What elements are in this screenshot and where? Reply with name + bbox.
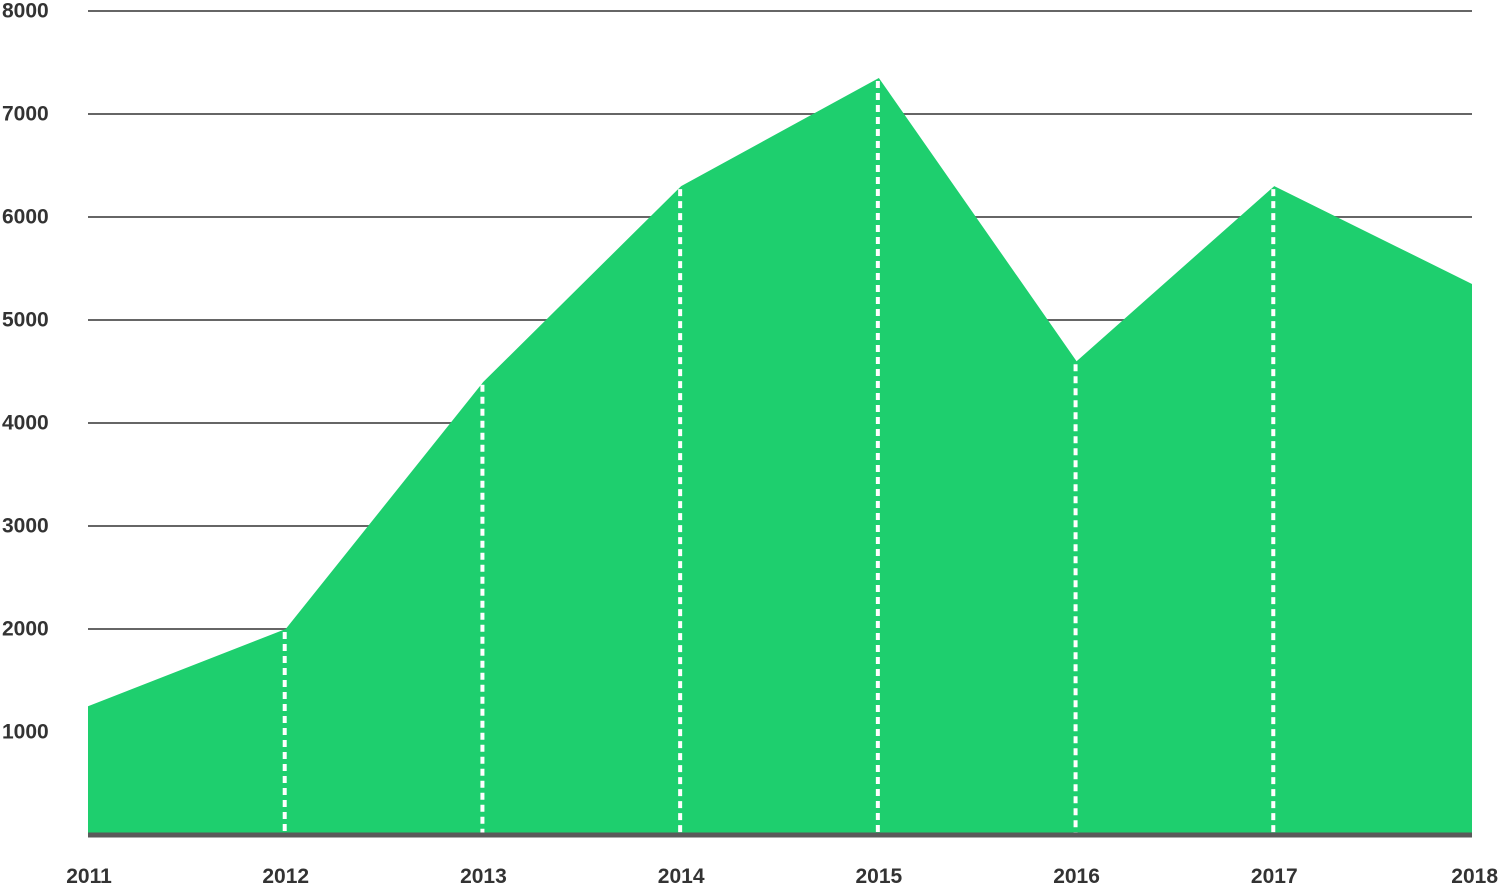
y-tick-label: 5000 bbox=[2, 309, 49, 332]
y-tick-label: 3000 bbox=[2, 515, 49, 538]
x-tick-label: 2015 bbox=[855, 865, 902, 888]
y-tick-label: 2000 bbox=[2, 618, 49, 641]
x-tick-labels: 2011 2012 2013 2014 2015 2016 2017 2018 bbox=[66, 865, 1498, 888]
y-tick-label: 7000 bbox=[2, 103, 49, 126]
x-tick-label: 2018 bbox=[1451, 865, 1498, 888]
area-fill bbox=[88, 77, 1472, 835]
x-tick-label: 2016 bbox=[1053, 865, 1100, 888]
x-tick-label: 2017 bbox=[1251, 865, 1298, 888]
x-tick-label: 2014 bbox=[658, 865, 705, 888]
drop-lines bbox=[282, 80, 1276, 835]
y-tick-labels: 1000 2000 3000 4000 5000 6000 7000 8000 bbox=[2, 0, 49, 744]
y-tick-label: 8000 bbox=[2, 0, 49, 23]
x-tick-label: 2012 bbox=[262, 865, 309, 888]
x-tick-label: 2011 bbox=[66, 865, 112, 888]
area-series bbox=[87, 77, 1473, 835]
y-tick-label: 6000 bbox=[2, 206, 49, 229]
y-tick-label: 4000 bbox=[2, 412, 49, 435]
x-tick-label: 2013 bbox=[460, 865, 507, 888]
y-tick-label: 1000 bbox=[2, 721, 49, 744]
